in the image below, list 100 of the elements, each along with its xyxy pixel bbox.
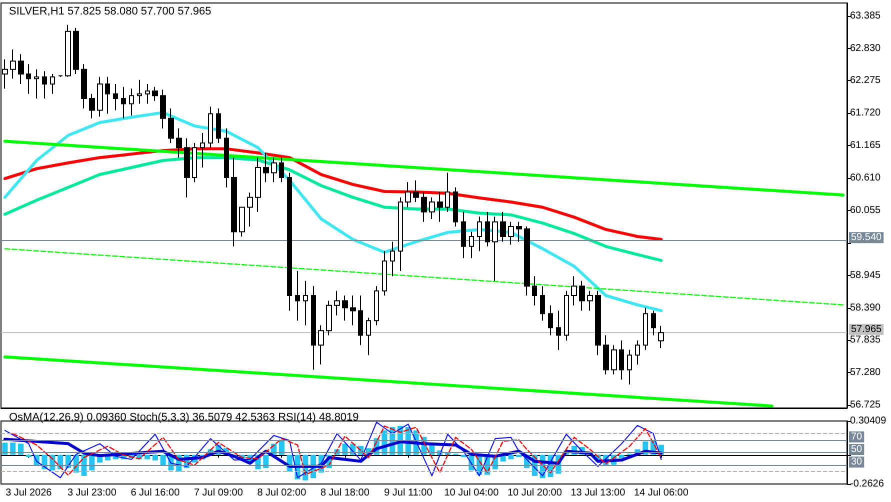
candlestick: [224, 128, 229, 188]
ref-line-label: 50: [851, 444, 863, 455]
candlestick: [635, 340, 640, 365]
candlestick: [208, 106, 213, 148]
bar: [18, 444, 24, 455]
candlestick: [342, 295, 348, 322]
candlestick: [619, 340, 624, 380]
y-tick-label: 60.610: [850, 172, 882, 184]
ref-line-label: 57.965: [851, 324, 882, 335]
candlestick: [311, 286, 316, 370]
chart-title: SILVER,H1 57.825 58.080 57.700 57.965: [9, 6, 212, 18]
candlestick: [50, 74, 55, 94]
candlestick: [350, 295, 356, 326]
candlestick: [184, 138, 190, 198]
candlestick: [398, 196, 403, 272]
candlestick: [121, 86, 126, 119]
candlestick: [26, 64, 31, 94]
candlestick: [540, 286, 545, 322]
candlestick: [556, 310, 561, 350]
candlestick: [152, 86, 158, 102]
y-tick-label: 57.835: [850, 334, 882, 346]
candlestick: [453, 186, 458, 228]
ref-line-label: 59.540: [851, 232, 882, 244]
candlestick: [611, 344, 617, 375]
candlestick: [263, 152, 269, 183]
x-tick-label: 9 Jul 11:00: [384, 488, 433, 498]
candlestick: [603, 334, 609, 375]
candlestick: [366, 317, 371, 356]
candlestick: [231, 157, 237, 247]
x-tick-label: 8 Jul 02:00: [257, 488, 307, 498]
x-tick-label: 14 Jul 06:00: [634, 488, 689, 498]
x-tick-label: 10 Jul 04:00: [444, 488, 500, 498]
candlestick: [579, 280, 585, 312]
x-tick-label: 6 Jul 16:00: [130, 488, 180, 498]
candlestick: [390, 241, 395, 277]
candlestick: [295, 270, 300, 322]
candlestick: [524, 226, 530, 296]
candlestick: [105, 76, 110, 114]
candlestick: [485, 211, 490, 247]
candlestick: [492, 216, 498, 282]
bar: [516, 454, 522, 458]
candlestick: [651, 310, 656, 336]
candlestick: [73, 27, 79, 75]
candlestick: [81, 64, 87, 109]
candlestick: [382, 250, 387, 296]
candlestick: [548, 304, 553, 336]
candlestick: [477, 216, 482, 252]
x-tick-label: 3 Jul 23:00: [67, 488, 117, 498]
y-tick-label: 0.30409: [850, 416, 887, 426]
candlestick: [405, 182, 411, 208]
candlestick: [255, 157, 261, 212]
y-tick-label: 58.945: [850, 270, 882, 281]
y-tick-label: 58.390: [850, 302, 882, 314]
candlestick: [200, 132, 205, 168]
bar: [26, 454, 32, 458]
candlestick: [429, 196, 435, 220]
candlestick: [587, 290, 593, 312]
candlestick: [627, 349, 632, 385]
candlestick: [303, 280, 308, 326]
y-tick-label: 62.830: [850, 42, 882, 54]
bar: [10, 442, 16, 455]
y-tick-label: -0.2626: [850, 478, 884, 490]
candlestick: [34, 68, 39, 100]
candlestick: [216, 108, 221, 144]
line-series: [3, 156, 663, 262]
candlestick: [461, 211, 466, 259]
candlestick: [247, 192, 253, 228]
bar: [2, 442, 8, 455]
y-tick-label: 63.385: [850, 10, 882, 22]
candlestick: [413, 180, 419, 202]
candlestick: [358, 295, 363, 346]
bar: [508, 454, 514, 460]
candlestick: [564, 290, 569, 341]
bar: [152, 454, 158, 460]
candlestick: [658, 325, 664, 349]
candlestick: [176, 128, 182, 158]
x-tick-label: 13 Jul 13:00: [570, 488, 626, 498]
y-tick-label: 57.280: [850, 367, 882, 378]
candlestick: [643, 307, 648, 350]
bar: [144, 454, 150, 460]
candlestick: [89, 93, 95, 119]
candlestick: [326, 300, 332, 336]
candlestick: [129, 88, 134, 116]
candlestick: [437, 192, 443, 222]
ref-line-label: 70: [851, 431, 863, 442]
y-tick-label: 61.165: [850, 140, 882, 152]
chart-title: OsMA(12,26,9) 0.09360 Stoch(5,3,3) 36.5079 42.5363 RSI(14) 48.8019: [9, 412, 359, 424]
candlestick: [65, 24, 71, 78]
candlestick: [318, 324, 324, 365]
candlestick: [279, 157, 284, 183]
candlestick: [374, 286, 379, 326]
candlestick: [10, 48, 16, 80]
x-tick-label: 3 Jul 2026: [6, 488, 52, 498]
x-tick-label: 7 Jul 09:00: [194, 488, 244, 498]
candlestick: [145, 83, 150, 104]
candlestick: [113, 83, 118, 111]
y-tick-label: 60.055: [850, 204, 882, 216]
candlestick: [500, 211, 506, 242]
candlestick: [334, 290, 340, 316]
candlestick: [571, 276, 577, 306]
